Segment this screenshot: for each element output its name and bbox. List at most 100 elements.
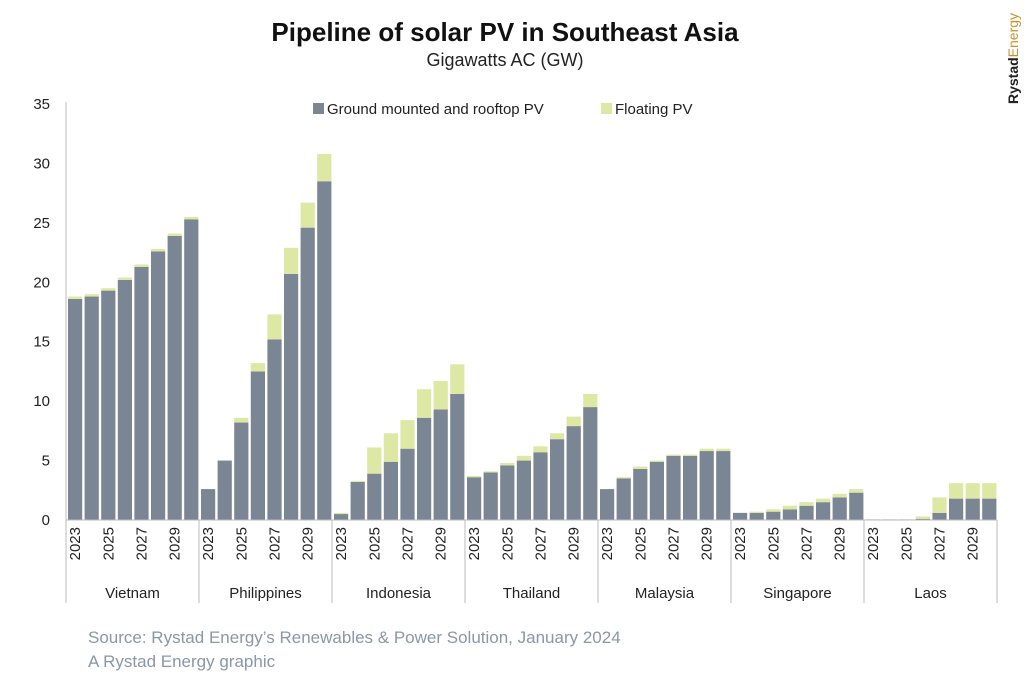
x-year-label: 2025 bbox=[898, 527, 915, 560]
y-tick-label: 0 bbox=[42, 512, 50, 529]
bar-floating bbox=[350, 480, 365, 482]
bar-ground bbox=[932, 512, 947, 520]
bar-ground bbox=[583, 407, 598, 520]
bar-floating bbox=[68, 296, 83, 299]
x-year-label: 2023 bbox=[200, 527, 217, 560]
bar-ground bbox=[234, 422, 249, 520]
bar-ground bbox=[533, 452, 548, 520]
bar-ground bbox=[117, 279, 132, 520]
bar-floating bbox=[699, 448, 714, 452]
bar-ground bbox=[716, 451, 731, 520]
bar-ground bbox=[184, 219, 199, 520]
bar-floating bbox=[932, 497, 947, 513]
bar-floating bbox=[982, 483, 997, 499]
bar-ground bbox=[500, 465, 515, 520]
x-category-label: Philippines bbox=[229, 585, 302, 602]
x-category-label: Laos bbox=[914, 585, 947, 602]
bar-floating bbox=[317, 153, 332, 182]
bar-ground bbox=[766, 511, 781, 520]
bar-floating bbox=[134, 264, 149, 267]
legend-label: Floating PV bbox=[615, 101, 693, 118]
bar-floating bbox=[749, 511, 764, 513]
x-year-label: 2029 bbox=[167, 527, 184, 560]
x-year-label: 2025 bbox=[632, 527, 649, 560]
bar-floating bbox=[417, 389, 432, 418]
bar-ground bbox=[467, 477, 482, 520]
bar-floating bbox=[483, 471, 498, 473]
bar-floating bbox=[965, 483, 980, 499]
bar-ground bbox=[782, 509, 797, 520]
x-year-label: 2023 bbox=[599, 527, 616, 560]
x-year-label: 2027 bbox=[932, 527, 949, 560]
bar-floating bbox=[666, 454, 681, 456]
brand-part-1: Rystad bbox=[1005, 57, 1021, 104]
x-year-label: 2027 bbox=[799, 527, 816, 560]
legend: Ground mounted and rooftop PV Floating PV bbox=[313, 101, 693, 118]
y-axis: 0 5 10 15 20 25 30 35 bbox=[33, 96, 67, 529]
bar-ground bbox=[417, 417, 432, 520]
bars bbox=[68, 153, 997, 520]
bar-floating bbox=[633, 466, 648, 469]
bar-floating bbox=[716, 448, 731, 452]
x-axis: 2023 2025 2027 2029 Vietnam 2023 2025 2027 2029 P… bbox=[65, 519, 998, 603]
bar-ground bbox=[799, 505, 814, 520]
x-year-label: 2023 bbox=[732, 527, 749, 560]
bar-floating bbox=[300, 202, 315, 228]
bar-floating bbox=[649, 460, 664, 462]
bar-ground bbox=[101, 290, 116, 520]
bar-floating bbox=[949, 483, 964, 499]
bar-floating bbox=[151, 249, 166, 252]
bar-floating bbox=[915, 516, 930, 519]
bar-ground bbox=[267, 339, 282, 520]
x-year-label: 2025 bbox=[233, 527, 250, 560]
bar-floating bbox=[234, 417, 249, 423]
x-category-label: Vietnam bbox=[105, 585, 160, 602]
bar-ground bbox=[749, 512, 764, 520]
y-tick-label: 5 bbox=[42, 453, 50, 470]
credit-note: A Rystad Energy graphic bbox=[88, 652, 276, 671]
bar-ground bbox=[649, 461, 664, 520]
x-year-label: 2027 bbox=[134, 527, 151, 560]
x-category-label: Singapore bbox=[763, 585, 831, 602]
x-category-label: Thailand bbox=[503, 585, 561, 602]
bar-ground bbox=[733, 512, 748, 520]
bar-ground bbox=[666, 455, 681, 520]
bar-ground bbox=[965, 498, 980, 520]
bar-floating bbox=[383, 433, 398, 462]
bar-floating bbox=[267, 314, 282, 340]
bar-floating bbox=[284, 247, 299, 274]
bar-floating bbox=[849, 489, 864, 493]
x-year-label: 2027 bbox=[400, 527, 417, 560]
y-tick-label: 15 bbox=[33, 334, 50, 351]
x-year-label: 2025 bbox=[765, 527, 782, 560]
bar-floating bbox=[250, 363, 265, 372]
y-tick-label: 35 bbox=[33, 96, 50, 113]
bar-ground bbox=[433, 409, 448, 520]
x-year-label: 2027 bbox=[267, 527, 284, 560]
chart-subtitle: Gigawatts AC (GW) bbox=[426, 50, 583, 70]
x-year-label: 2023 bbox=[466, 527, 483, 560]
bar-ground bbox=[84, 296, 99, 520]
y-tick-label: 30 bbox=[33, 155, 50, 172]
x-year-label: 2023 bbox=[67, 527, 84, 560]
brand-part-2: Energy bbox=[1005, 13, 1021, 57]
brand-logo: RystadEnergy bbox=[1005, 13, 1021, 104]
x-year-label: 2029 bbox=[965, 527, 982, 560]
bar-floating bbox=[367, 447, 382, 474]
x-year-label: 2023 bbox=[333, 527, 350, 560]
y-tick-label: 10 bbox=[33, 393, 50, 410]
chart-title: Pipeline of solar PV in Southeast Asia bbox=[271, 17, 739, 47]
y-tick-label: 25 bbox=[33, 215, 50, 232]
bar-floating bbox=[450, 364, 465, 395]
x-year-label: 2025 bbox=[100, 527, 117, 560]
bar-ground bbox=[832, 497, 847, 520]
bar-ground bbox=[683, 455, 698, 520]
x-year-label: 2027 bbox=[666, 527, 683, 560]
bar-ground bbox=[633, 468, 648, 520]
bar-ground bbox=[816, 502, 831, 520]
y-tick-label: 20 bbox=[33, 274, 50, 291]
bar-ground bbox=[68, 298, 83, 520]
bar-ground bbox=[566, 426, 581, 520]
bar-ground bbox=[334, 514, 349, 520]
